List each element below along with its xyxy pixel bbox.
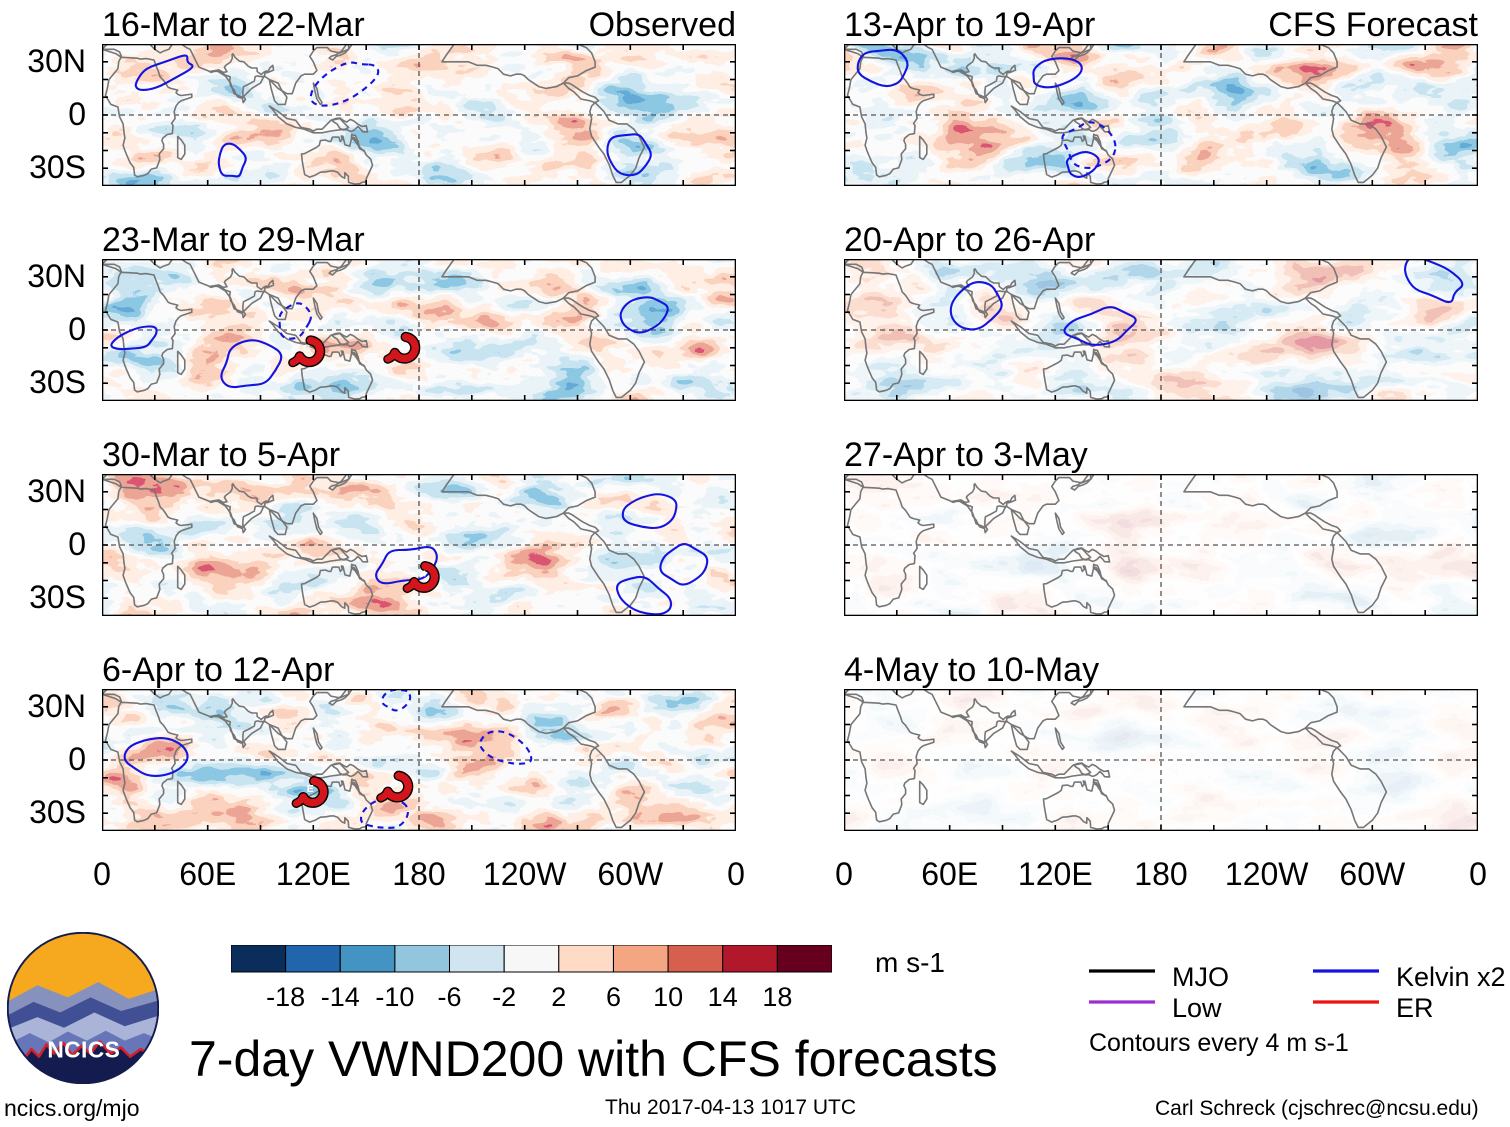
svg-text:-6: -6 [437,982,461,1012]
svg-text:NCICS: NCICS [47,1036,120,1062]
svg-text:-2: -2 [492,982,516,1012]
svg-text:C: C [303,342,311,354]
svg-text:-18: -18 [266,982,305,1012]
svg-text:18: 18 [762,982,792,1012]
svg-text:14: 14 [708,982,738,1012]
svg-text:10: 10 [653,982,683,1012]
svg-text:2: 2 [551,982,566,1012]
svg-text:14: 14 [416,569,426,579]
svg-text:D: D [398,339,406,351]
svg-text:6: 6 [606,982,621,1012]
svg-text:-14: -14 [321,982,360,1012]
svg-text:E: E [307,783,314,795]
svg-text:C: C [391,778,399,790]
svg-text:-10: -10 [375,982,414,1012]
